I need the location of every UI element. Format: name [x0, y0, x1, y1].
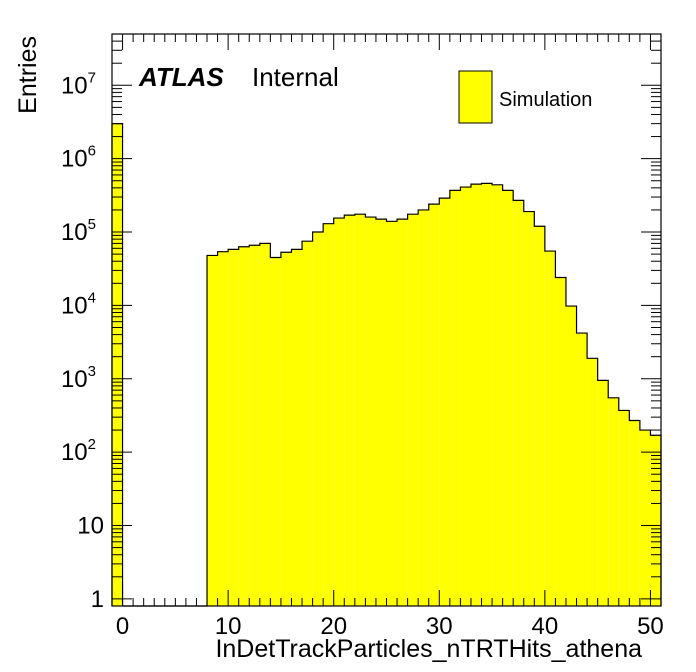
y-tick-label: 1	[91, 586, 104, 613]
y-tick-label: 104	[61, 289, 96, 319]
histogram-bar	[597, 380, 609, 606]
legend-label-simulation: Simulation	[499, 89, 592, 111]
y-axis-ticks	[112, 33, 661, 600]
y-tick-base: 10	[61, 366, 88, 393]
histogram-bar	[280, 252, 292, 606]
histogram-bar	[608, 397, 619, 606]
histogram-bar	[492, 184, 503, 606]
y-tick-exponent: 7	[88, 69, 96, 86]
y-tick-label: 107	[61, 69, 96, 99]
histogram-bar	[344, 215, 355, 606]
histogram-bar	[270, 257, 281, 606]
x-axis-ticks	[111, 34, 662, 606]
histogram-bar	[397, 219, 408, 606]
histogram-bar	[365, 217, 376, 606]
x-axis-title: InDetTrackParticles_nTRTHits_athena	[215, 635, 642, 663]
histogram-bar	[555, 277, 566, 606]
histogram-bar	[513, 200, 524, 606]
y-tick-base: 10	[61, 439, 88, 466]
y-tick-base: 10	[61, 146, 88, 173]
histogram-bar	[534, 226, 545, 607]
atlas-status-label: Internal	[252, 62, 339, 92]
histogram-bar	[439, 198, 450, 606]
histogram-bar	[217, 251, 229, 607]
histogram-bar	[375, 219, 387, 606]
histogram-bar	[576, 333, 588, 606]
histogram-bar	[312, 232, 324, 607]
y-tick-label: 105	[61, 216, 96, 246]
histogram-bars	[111, 123, 662, 607]
histogram-bar	[386, 221, 398, 606]
histogram-bar	[207, 255, 218, 607]
histogram-bar	[639, 430, 651, 606]
y-tick-base: 10	[61, 292, 88, 319]
histogram-bar	[302, 241, 313, 606]
histogram-bar	[629, 420, 640, 606]
histogram-bar	[481, 183, 493, 607]
histogram-bar	[418, 209, 429, 606]
histogram-bar	[112, 123, 123, 606]
histogram-bar	[238, 246, 250, 606]
y-tick-exponent: 6	[88, 143, 96, 160]
y-tick-exponent: 4	[88, 289, 96, 306]
histogram-bar	[565, 306, 577, 606]
y-tick-base: 10	[61, 219, 88, 246]
x-tick-label: 40	[532, 613, 559, 640]
histogram-bar	[323, 223, 334, 606]
histogram-bar	[291, 249, 303, 607]
x-tick-label: 50	[637, 613, 664, 640]
y-axis-title: Entries	[14, 36, 42, 114]
histogram-bar	[523, 211, 535, 606]
y-tick-label: 10	[77, 513, 104, 540]
y-tick-label: 103	[61, 363, 96, 393]
histogram-bar	[460, 187, 471, 606]
x-tick-label: 0	[116, 613, 129, 640]
histogram-bar	[228, 249, 239, 607]
y-tick-label: 106	[61, 143, 96, 173]
histogram-bar	[333, 218, 345, 606]
histogram-bar	[544, 251, 556, 606]
histogram-bar	[470, 184, 482, 606]
y-tick-exponent: 3	[88, 363, 96, 380]
histogram-bar	[587, 358, 598, 606]
x-tick-label: 10	[215, 613, 242, 640]
histogram-bar	[449, 190, 461, 606]
histogram-bar	[407, 214, 419, 607]
histogram-bar	[259, 243, 271, 607]
y-tick-exponent: 2	[88, 436, 96, 453]
legend-swatch-simulation	[458, 70, 493, 124]
atlas-label: ATLAS	[138, 62, 224, 92]
histogram-bar	[502, 190, 514, 606]
x-tick-label: 30	[426, 613, 453, 640]
histogram-bar	[428, 204, 440, 606]
histogram-bar	[650, 435, 661, 606]
histogram-bar	[354, 214, 366, 607]
y-tick-label: 102	[61, 436, 96, 466]
x-tick-label: 20	[320, 613, 347, 640]
histogram-outline	[111, 123, 662, 607]
x-axis-tick-labels: 0 10 20 30 40 50	[116, 613, 664, 640]
histogram-bar	[618, 410, 630, 606]
y-tick-base: 10	[61, 72, 88, 99]
y-tick-exponent: 5	[88, 216, 96, 233]
histogram-bar	[249, 245, 260, 606]
